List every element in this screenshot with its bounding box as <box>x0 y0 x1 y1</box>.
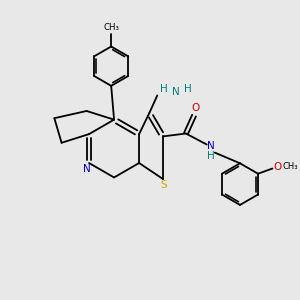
Text: N: N <box>172 87 180 97</box>
Text: N: N <box>83 164 91 174</box>
Text: H: H <box>207 151 215 161</box>
Text: O: O <box>192 103 200 113</box>
Text: H: H <box>160 84 168 94</box>
Text: CH₃: CH₃ <box>103 23 119 32</box>
Text: CH₃: CH₃ <box>282 162 298 171</box>
Text: H: H <box>184 84 191 94</box>
Text: N: N <box>207 141 215 151</box>
Text: O: O <box>274 162 282 172</box>
Text: S: S <box>161 180 167 190</box>
